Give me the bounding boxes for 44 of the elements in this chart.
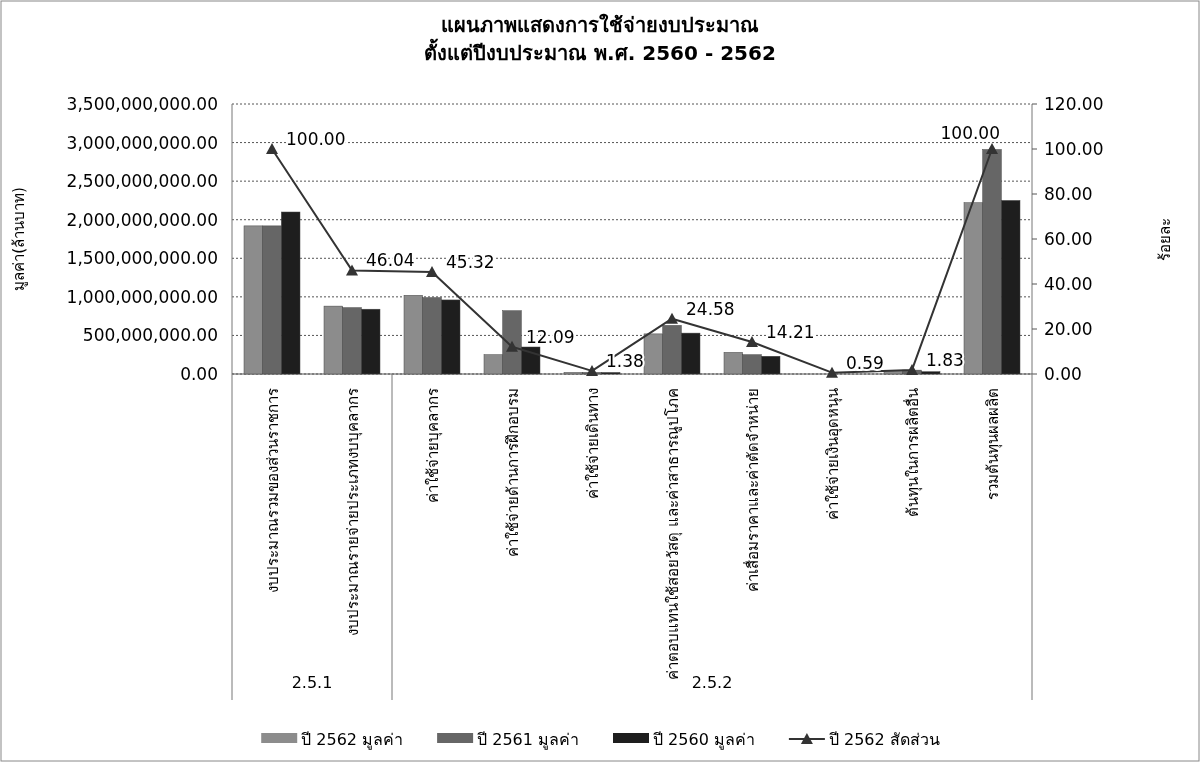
y-tick-label: 2,500,000,000.00 — [66, 171, 218, 192]
y-tick-label: 2,000,000,000.00 — [66, 209, 218, 230]
legend-label: ปี 2562 มูลค่า — [301, 730, 404, 750]
x-tick-label: งบประมาณรายจ่ายประเภทงบบุคลากร — [344, 388, 363, 636]
legend-label: ปี 2562 สัดส่วน — [828, 730, 940, 749]
y-tick-label: 3,000,000,000.00 — [66, 132, 218, 153]
x-tick-label: ค่าใช้จ่ายบุคลากร — [424, 388, 443, 503]
data-label: 1.83 — [926, 349, 964, 370]
data-label: 24.58 — [686, 298, 735, 319]
y-tick-label: 1,500,000,000.00 — [66, 248, 218, 269]
data-label: 12.09 — [526, 326, 575, 347]
y-tick-label: 1,000,000,000.00 — [66, 286, 218, 307]
y2-tick-label: 80.00 — [1044, 184, 1093, 204]
y-tick-label: 0.00 — [180, 364, 218, 384]
data-label: 14.21 — [766, 322, 815, 343]
legend-label: ปี 2560 มูลค่า — [653, 730, 755, 750]
data-label: 0.59 — [846, 352, 884, 373]
x-tick-label: ค่าใช้จ่ายด้านการฝึกอบรม — [504, 388, 522, 557]
data-label: 1.38 — [606, 350, 644, 371]
x-tick-label: ค่าตอบแทนใช้สอยวัสดุ และค่าสาธารณูปโภค — [664, 388, 683, 680]
y2-axis-title: ร้อยละ — [1156, 217, 1174, 261]
data-label: 100.00 — [940, 123, 1000, 143]
x-tick-label: ต้นทุนในการผลิตอื่น — [902, 388, 923, 517]
data-label: 100.00 — [286, 129, 346, 149]
y2-tick-label: 20.00 — [1044, 319, 1093, 339]
y2-tick-label: 100.00 — [1044, 139, 1104, 159]
y2-tick-label: 120.00 — [1044, 94, 1104, 114]
y2-tick-label: 60.00 — [1044, 229, 1093, 249]
data-label: 46.04 — [366, 250, 415, 271]
y-tick-label: 3,500,000,000.00 — [66, 94, 218, 114]
x-tick-label: ค่าใช้จ่ายเดินทาง — [584, 388, 602, 499]
y2-tick-label: 40.00 — [1044, 274, 1093, 294]
x-tick-label: ค่าเสื่อมราคาและค่าตัดจำหน่าย — [742, 388, 762, 592]
text: 2.5.1 — [291, 673, 333, 692]
y2-tick-label: 0.00 — [1044, 364, 1082, 384]
y-tick-label: 500,000,000.00 — [82, 325, 218, 346]
x-tick-label: งบประมาณรวมของส่วนราชการ — [264, 388, 282, 593]
text: 2.5.2 — [691, 673, 733, 692]
x-tick-label: รวมต้นทุนผลผลิต — [984, 388, 1003, 500]
y-axis-title: มูลค่า(ล้านบาท) — [10, 187, 28, 291]
title: แผนภาพแสดงการใช้จ่ายงบประมาณ ตั้งแต่ปีงบประมาณ พ.ศ. 2560 - 2562 — [424, 13, 776, 65]
data-label: 45.32 — [446, 252, 495, 273]
legend-label: ปี 2561 มูลค่า — [477, 730, 579, 750]
x-tick-label: ค่าใช้จ่ายเงินอุดหนุน — [824, 388, 843, 520]
